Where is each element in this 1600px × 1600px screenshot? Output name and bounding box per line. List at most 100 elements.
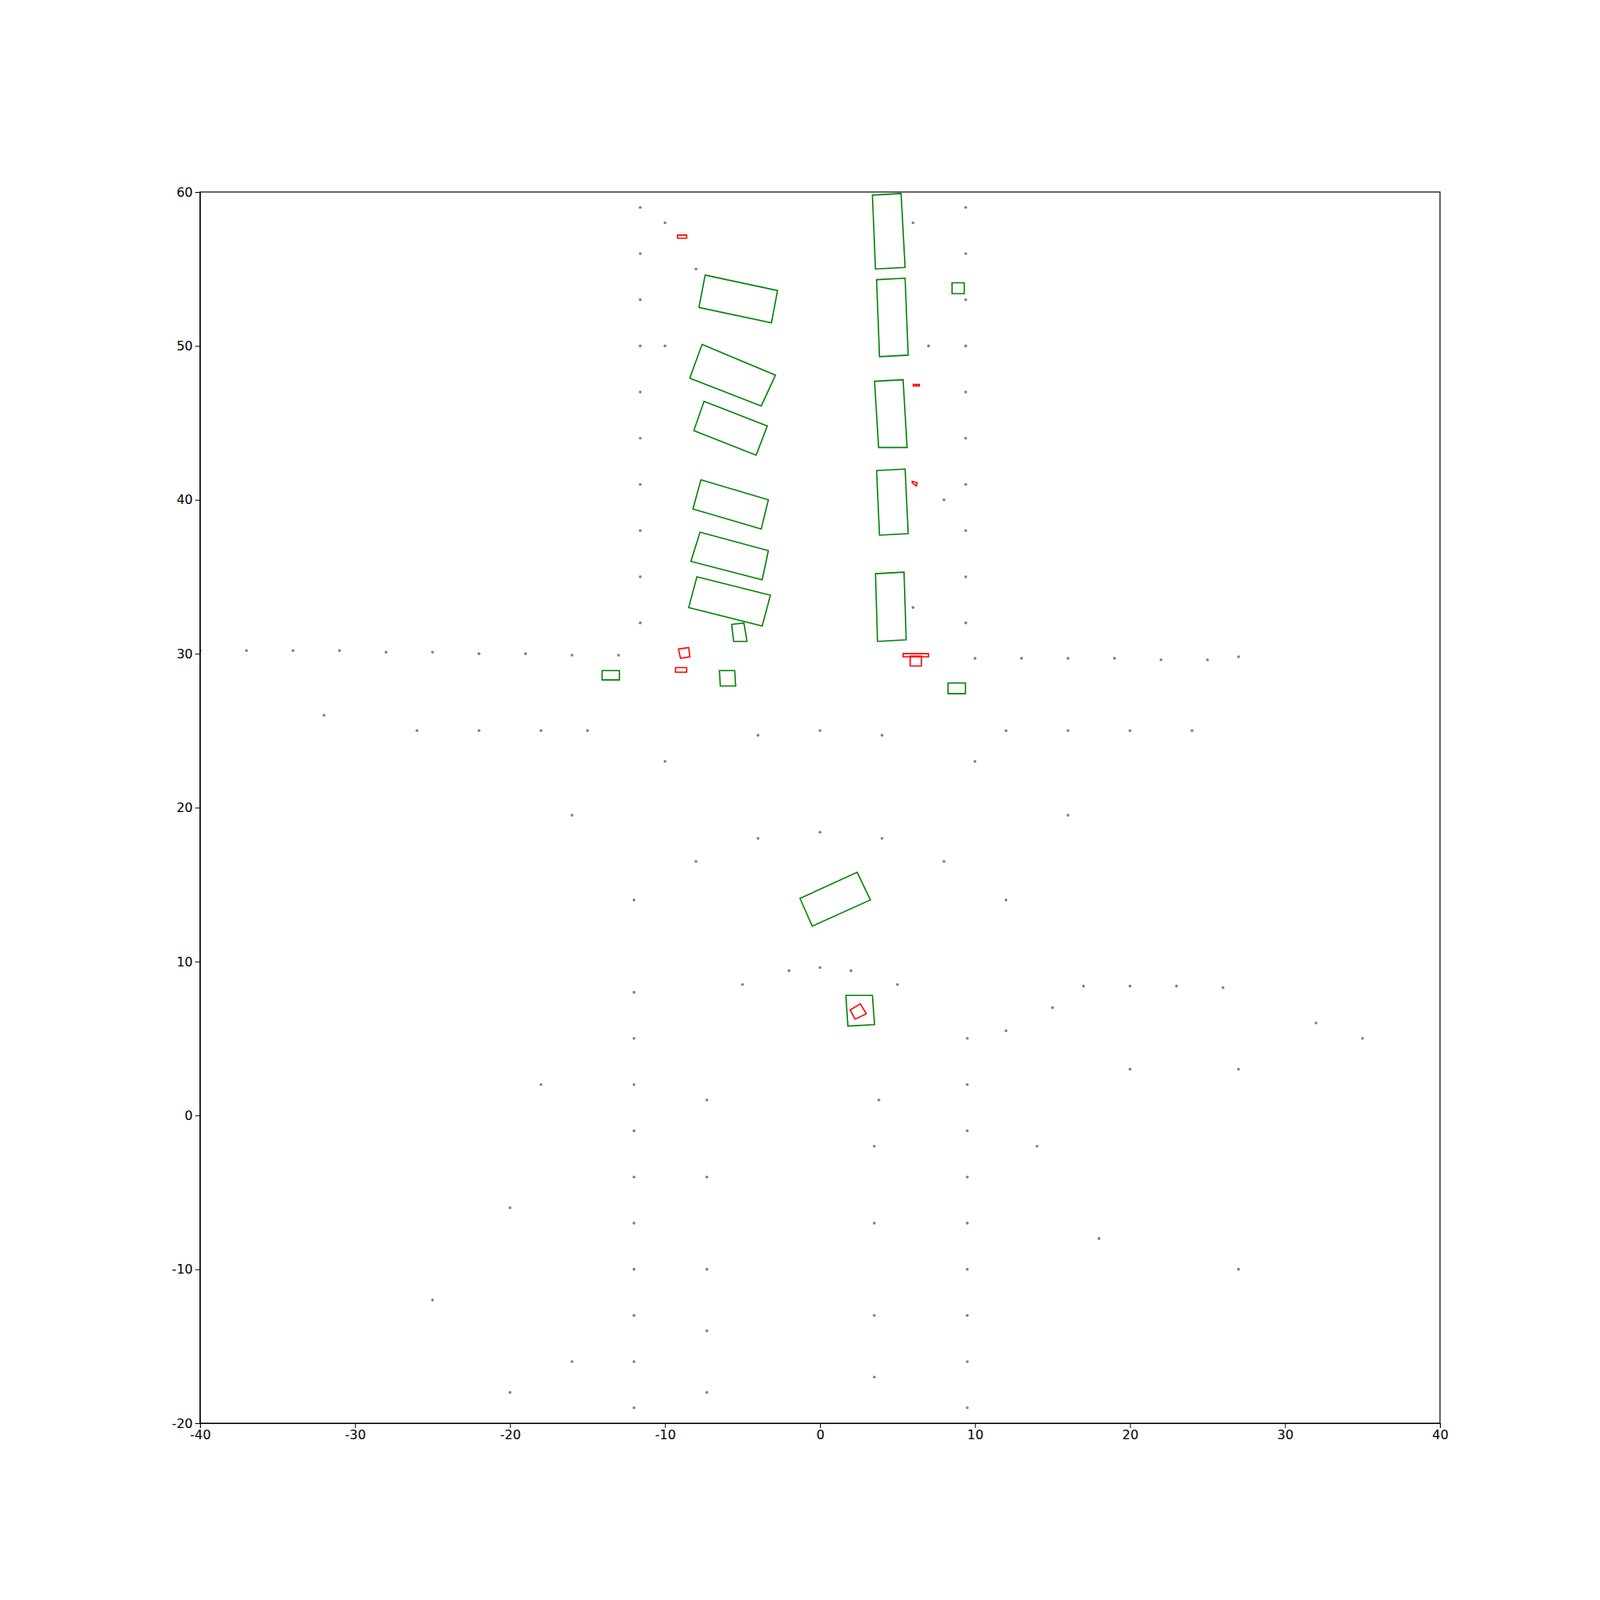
lidar-point (1128, 729, 1132, 733)
tick: -20 (500, 1423, 521, 1443)
bounding-box (872, 193, 905, 269)
lidar-point (740, 983, 744, 987)
tick-label: -40 (189, 1427, 211, 1443)
lidar-point (570, 653, 574, 657)
bounding-box (876, 278, 909, 357)
tick-label: 60 (176, 184, 193, 200)
lidar-point (1190, 729, 1194, 733)
lidar-point (964, 298, 968, 302)
lidar-point (570, 1360, 574, 1364)
lidar-point (1236, 655, 1240, 659)
bounding-box (952, 283, 964, 294)
lidar-point (1221, 986, 1225, 990)
lidar-point (896, 983, 900, 987)
tick-label: 30 (176, 646, 193, 662)
lidar-point (965, 1129, 969, 1133)
tick-label: 10 (967, 1427, 984, 1443)
lidar-point (872, 1221, 876, 1225)
bounding-box (677, 235, 687, 239)
tick-label: 0 (816, 1427, 824, 1443)
lidar-point (322, 713, 326, 717)
lidar-point (477, 729, 481, 733)
bounding-box (688, 576, 771, 627)
lidar-point (965, 1268, 969, 1272)
lidar-point (1035, 1144, 1039, 1148)
lidar-point (663, 760, 667, 764)
tick-label: 40 (176, 492, 193, 508)
lidar-point (570, 813, 574, 817)
lidar-point (632, 1314, 636, 1318)
tick: 50 (176, 338, 200, 354)
lidar-point (872, 1314, 876, 1318)
lidar-point (1128, 1068, 1132, 1072)
marks (200, 193, 1364, 1410)
tick-mark (195, 1423, 200, 1424)
tick: 60 (176, 184, 200, 200)
tick-label: 50 (176, 338, 193, 354)
lidar-point (756, 733, 760, 737)
lidar-point (638, 252, 642, 256)
lidar-point (431, 1298, 435, 1302)
lidar-point (965, 1221, 969, 1225)
tick-label: 40 (1432, 1427, 1448, 1443)
tick-label: -20 (172, 1416, 193, 1432)
lidar-point (638, 298, 642, 302)
lidar-point (638, 621, 642, 625)
lidar-point (632, 1406, 636, 1410)
lidar-point (632, 1360, 636, 1364)
tick: 0 (184, 1108, 200, 1124)
tick-label: 20 (176, 800, 193, 816)
lidar-point (1004, 1029, 1008, 1033)
lidar-point (1082, 984, 1086, 988)
lidar-point (663, 344, 667, 348)
tick-label: 30 (1277, 1427, 1294, 1443)
lidar-point (1051, 1006, 1055, 1010)
tick: 20 (176, 800, 200, 816)
lidar-point (818, 966, 822, 970)
lidar-point (431, 650, 435, 654)
chart: -40-30-20-10010203040-20-100102030405060 (0, 0, 1600, 1600)
bounding-box (693, 401, 768, 456)
lidar-point (964, 528, 968, 532)
lidar-point (638, 436, 642, 440)
lidar-point (524, 652, 528, 656)
x-axis: -40-30-20-10010203040 (189, 1423, 1448, 1443)
lidar-point (477, 652, 481, 656)
lidar-point (291, 648, 295, 652)
tick: 0 (816, 1423, 824, 1443)
lidar-point (694, 267, 698, 271)
lidar-point (632, 1175, 636, 1179)
bounding-box (850, 1004, 867, 1020)
lidar-point (586, 729, 590, 733)
bounding-box (913, 384, 920, 386)
lidar-point (1206, 658, 1210, 662)
lidar-point (705, 1098, 709, 1102)
tick-label: 20 (1122, 1427, 1139, 1443)
bounding-box (678, 647, 690, 658)
lidar-point (705, 1268, 709, 1272)
tick-label: -10 (655, 1427, 676, 1443)
lidar-point (911, 606, 915, 610)
lidar-point (965, 1314, 969, 1318)
bounding-box (876, 468, 909, 536)
lidar-point (638, 390, 642, 394)
lidar-point (756, 836, 760, 840)
tick-mark (195, 345, 200, 347)
lidar-point (1066, 813, 1070, 817)
tick: -20 (172, 1416, 200, 1432)
bounding-box (689, 344, 776, 406)
lidar-point (638, 528, 642, 532)
lidar-point (965, 1083, 969, 1087)
lidar-point (872, 1375, 876, 1379)
lidar-point (818, 830, 822, 834)
tick: -10 (655, 1423, 676, 1443)
lidar-point (632, 1083, 636, 1087)
lidar-point (965, 1175, 969, 1179)
y-axis: -20-100102030405060 (172, 184, 201, 1432)
lidar-point (965, 1406, 969, 1410)
lidar-point (1159, 658, 1163, 662)
lidar-point (942, 498, 946, 502)
boxes (602, 193, 966, 1027)
bounding-box (699, 275, 778, 324)
lidar-point (1128, 984, 1132, 988)
